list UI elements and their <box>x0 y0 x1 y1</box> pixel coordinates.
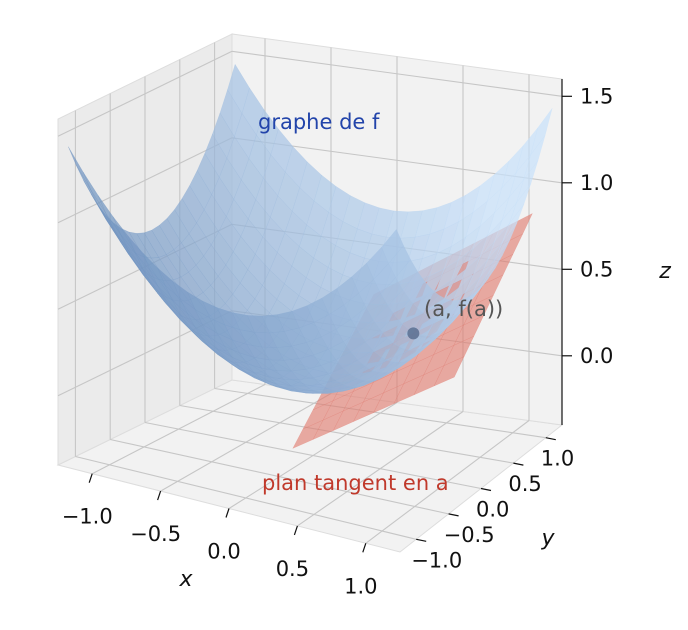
tangent-plane-patch <box>443 335 475 367</box>
y-tick-label: 0.5 <box>508 472 541 496</box>
x-tick <box>157 490 162 501</box>
y-grid-floor <box>214 387 546 439</box>
axis-texts: x y z graphe de f plan tangent en a (a, … <box>178 110 671 592</box>
y-tick-label: 1.0 <box>541 447 574 471</box>
surface-patch <box>501 204 525 243</box>
y-grid-floor <box>110 438 449 515</box>
x-tick-label: 0.5 <box>276 557 309 581</box>
surface-patch <box>381 228 404 264</box>
tangent-plane-label: plan tangent en a <box>262 471 449 495</box>
y-tick-label: −1.0 <box>411 548 462 572</box>
z-axis-label: z <box>658 259 671 284</box>
point-label: (a, f(a)) <box>424 297 503 321</box>
y-grid-floor <box>179 404 514 464</box>
surface-patch <box>416 289 440 314</box>
surface-patch <box>437 300 461 320</box>
y-tick-label: −0.5 <box>444 523 495 547</box>
x-tick <box>362 543 367 553</box>
x-tick <box>293 525 298 536</box>
x-axis-label: x <box>178 567 193 592</box>
z-tick-label: 1.5 <box>580 84 613 108</box>
y-tick-label: 0.0 <box>476 498 509 522</box>
z-tick-label: 0.5 <box>580 257 613 281</box>
z-grid-back <box>231 50 563 97</box>
surface-patch <box>444 297 468 320</box>
y-tick <box>416 538 427 542</box>
x-tick-label: 0.0 <box>207 540 240 564</box>
y-grid-floor <box>75 455 417 540</box>
x-tick-label: −1.0 <box>62 505 113 529</box>
y-tick <box>480 487 492 492</box>
surface-label: graphe de f <box>258 110 380 134</box>
y-grid-floor <box>144 421 482 490</box>
surface-patches <box>68 63 553 449</box>
tangent-plane-patch <box>433 356 465 387</box>
y-tick <box>545 437 556 441</box>
y-tick <box>513 462 524 466</box>
z-tick-label: 0.0 <box>580 344 613 368</box>
y-axis-label: y <box>540 526 555 551</box>
x-tick-label: 1.0 <box>344 574 377 598</box>
z-grid-left <box>57 137 233 224</box>
axis-ticks: −1.0−0.50.00.51.0−1.0−0.50.00.51.00.00.5… <box>62 79 613 598</box>
surface-patch <box>452 293 475 317</box>
y-tick <box>448 513 459 517</box>
x-tick <box>88 473 93 483</box>
z-grid-left <box>57 50 233 137</box>
x-tick-label: −0.5 <box>130 522 181 546</box>
surface-patch <box>423 294 447 318</box>
tangent-plane-patch <box>472 274 504 306</box>
surface-patch <box>430 298 454 320</box>
x-tick <box>225 508 230 518</box>
tangent-plane-patch <box>453 315 485 346</box>
z-tick-label: 1.0 <box>580 171 613 195</box>
point-a-marker <box>407 327 420 340</box>
